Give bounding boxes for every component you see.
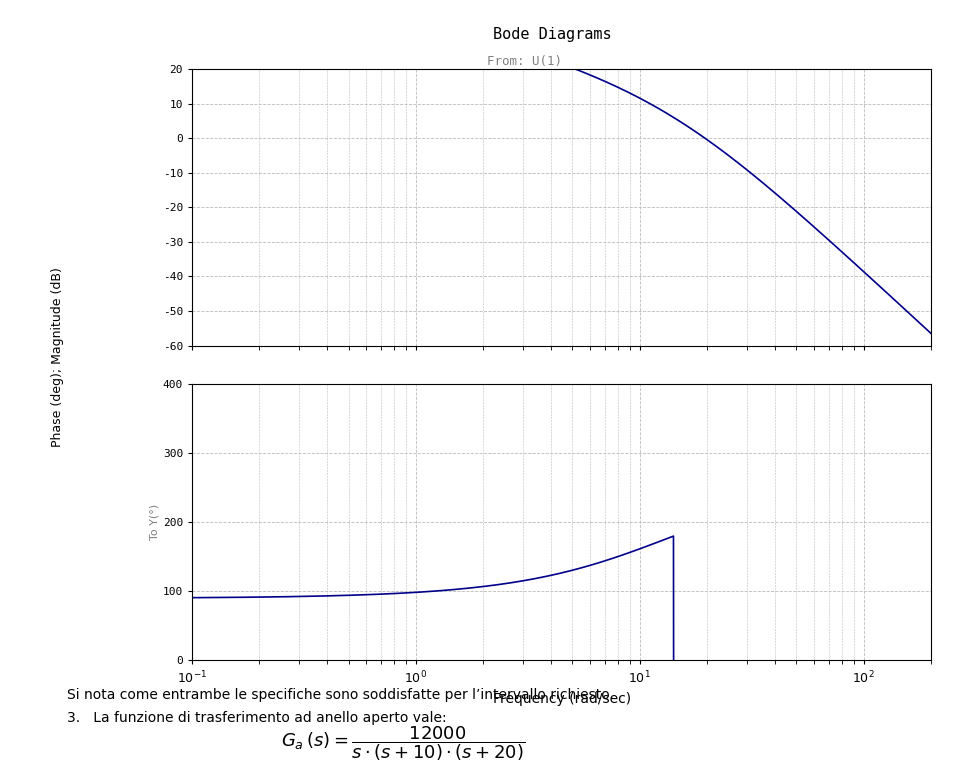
- Text: Si nota come entrambe le specifiche sono soddisfatte per l’intervallo richiesto.: Si nota come entrambe le specifiche sono…: [67, 688, 614, 702]
- Text: Phase (deg); Magnitude (dB): Phase (deg); Magnitude (dB): [51, 267, 64, 447]
- Text: 3.   La funzione di trasferimento ad anello aperto vale:: 3. La funzione di trasferimento ad anell…: [67, 711, 446, 725]
- X-axis label: Frequency (rad/sec): Frequency (rad/sec): [492, 692, 631, 706]
- Text: $G_a\,(s) = \dfrac{12000}{s \cdot (s+10) \cdot (s+20)}$: $G_a\,(s) = \dfrac{12000}{s \cdot (s+10)…: [281, 724, 525, 763]
- Y-axis label: To Y(°): To Y(°): [150, 504, 160, 541]
- Text: Bode Diagrams: Bode Diagrams: [492, 27, 612, 42]
- Text: From: U(1): From: U(1): [487, 55, 562, 68]
